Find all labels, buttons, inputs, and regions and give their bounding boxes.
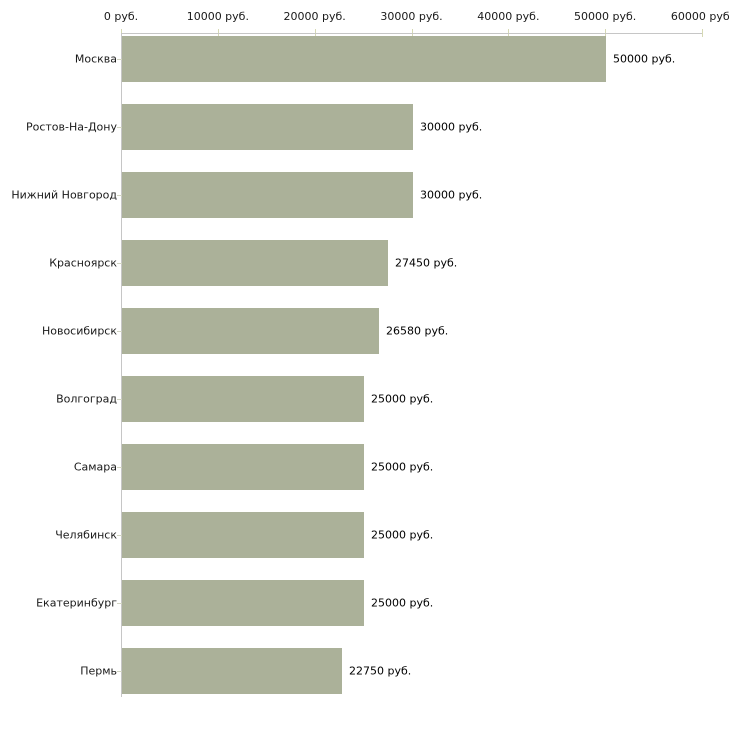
value-label: 30000 руб. [420,188,483,202]
category-label: Новосибирск [41,324,117,338]
category-label: Москва [74,52,117,66]
y-axis-tick-mark [117,331,122,332]
y-axis-tick-mark [117,263,122,264]
y-axis-tick-mark [117,671,122,672]
value-label: 25000 руб. [371,528,434,542]
x-axis-tick-label: 50000 руб. [574,10,637,23]
y-axis-tick-mark [117,195,122,196]
y-axis-tick-mark [117,603,122,604]
bar-8 [122,512,364,558]
value-label: 25000 руб. [371,596,434,610]
value-label: 27450 руб. [395,256,458,270]
x-axis-tick-label: 10000 руб. [186,10,249,23]
value-label: 25000 руб. [371,460,434,474]
y-axis-tick-mark [117,535,122,536]
category-label: Самара [73,460,117,474]
value-label: 26580 руб. [386,324,449,338]
y-axis-tick-mark [117,467,122,468]
bar-6 [122,376,364,422]
category-label: Волгоград [56,392,117,406]
bar-7 [122,444,364,490]
y-axis-tick-mark [117,399,122,400]
category-label: Пермь [80,664,117,678]
bar-1 [122,36,606,82]
bar-2 [122,104,413,150]
category-label: Челябинск [55,528,117,542]
category-label: Нижний Новгород [11,188,117,202]
x-axis-tick-label: 60000 руб. [670,10,730,23]
y-axis-tick-mark [117,127,122,128]
category-label: Ростов-На-Дону [25,120,117,134]
bar-9 [122,580,364,626]
bar-4 [122,240,388,286]
bar-10 [122,648,342,694]
value-label: 22750 руб. [349,664,412,678]
x-axis-tick-label: 0 руб. [103,10,139,23]
x-axis-tick-mark [702,29,703,37]
x-axis-tick-label: 30000 руб. [380,10,443,23]
bar-3 [122,172,413,218]
value-label: 30000 руб. [420,120,483,134]
value-label: 25000 руб. [371,392,434,406]
category-label: Красноярск [49,256,117,270]
y-axis-tick-mark [117,59,122,60]
x-axis-tick-label: 20000 руб. [283,10,346,23]
value-label: 50000 руб. [613,52,676,66]
bar-5 [122,308,379,354]
x-axis-tick-label: 40000 руб. [477,10,540,23]
category-label: Екатеринбург [36,596,117,610]
plot-area [121,33,702,697]
